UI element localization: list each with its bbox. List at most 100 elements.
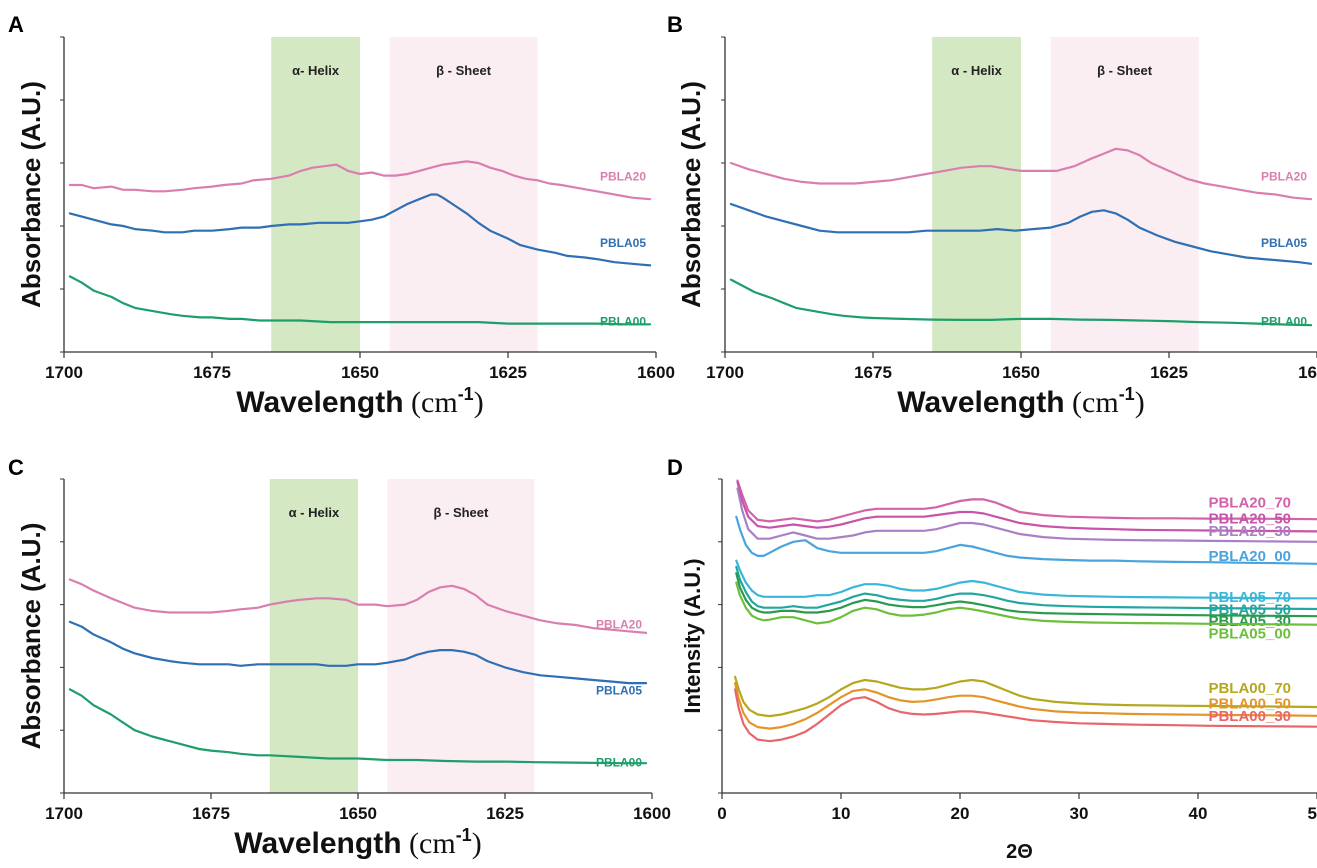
series-line-pbla20 xyxy=(729,147,1313,201)
x-tick-label: 1650 xyxy=(339,804,377,823)
series-label: PBLA20_70 xyxy=(1208,495,1291,512)
series-label: PBLA05_50 xyxy=(1208,601,1291,618)
x-tick-label: 1675 xyxy=(193,363,231,382)
series-label: PBLA20_30 xyxy=(1208,523,1291,540)
series-label: PBLA05 xyxy=(1261,236,1307,250)
band-label: α- Helix xyxy=(292,63,340,78)
x-axis-label: Wavelength (cm-1) xyxy=(234,825,481,860)
x-axis-label-paren: ( xyxy=(402,827,420,860)
band-label: β - Sheet xyxy=(1097,63,1153,78)
series-label: PBLA20 xyxy=(596,617,642,631)
series-line-pbla05 xyxy=(729,202,1313,265)
band-label: α - Helix xyxy=(951,63,1002,78)
x-axis-label-text: Wavelength xyxy=(234,827,401,860)
x-axis-label-paren: ( xyxy=(1065,386,1083,419)
series-line-pbla00-70 xyxy=(734,675,1317,718)
panel-letter: B xyxy=(667,12,683,37)
x-tick-label: 40 xyxy=(1189,804,1208,823)
band-alpha-helix xyxy=(932,37,1021,352)
band-label: β - Sheet xyxy=(436,63,492,78)
x-tick-label: 1600 xyxy=(633,804,671,823)
x-tick-label: 1625 xyxy=(489,363,527,382)
panel-letter: C xyxy=(8,455,24,480)
x-tick-label: 10 xyxy=(832,804,851,823)
band-alpha-helix xyxy=(271,37,360,352)
x-tick-label: 50 xyxy=(1308,804,1317,823)
series-line-pbla20-30 xyxy=(736,487,1317,543)
x-axis-label-unit: cm xyxy=(1082,386,1119,419)
panel-letter: D xyxy=(667,455,683,480)
band-beta-sheet xyxy=(1050,37,1199,352)
y-axis-label: Absorbance (A.U.) xyxy=(16,523,46,750)
y-axis-label: Intensity (A.U.) xyxy=(680,558,705,713)
series-line-pbla00 xyxy=(68,275,652,326)
band-label: β - Sheet xyxy=(433,505,489,520)
series-label: PBLA05 xyxy=(600,236,646,250)
x-tick-label: 1700 xyxy=(45,363,83,382)
x-axis-label-unit: cm xyxy=(419,827,456,860)
panel-d: D010203040502ΘIntensity (A.U.)PBLA20_70P… xyxy=(667,455,1317,863)
series-line-pbla05 xyxy=(68,193,652,267)
x-tick-label: 1675 xyxy=(854,363,892,382)
x-axis-label-paren: ) xyxy=(474,386,484,419)
series-label: PBLA00 xyxy=(600,315,646,329)
series-line-pbla05-00 xyxy=(735,581,1317,626)
series-label: PBLA05_70 xyxy=(1208,589,1291,606)
series-line-pbla05-70 xyxy=(735,559,1317,600)
y-axis-label: Absorbance (A.U.) xyxy=(676,81,706,308)
band-alpha-helix xyxy=(269,479,358,793)
band-beta-sheet xyxy=(387,479,535,793)
series-label: PBLA05 xyxy=(596,683,642,697)
series-label: PBLA20_50 xyxy=(1208,510,1291,527)
series-label: PBLA20_00 xyxy=(1208,548,1291,565)
panel-a: Aα- Helix β - Sheet 1700 1675 1650 1625 1600 Wa… xyxy=(8,12,675,419)
x-tick-label: 0 xyxy=(717,804,726,823)
x-axis-label-unit: cm xyxy=(421,386,458,419)
x-axis-label-paren: ) xyxy=(472,827,482,860)
x-tick-label: 20 xyxy=(951,804,970,823)
x-tick-label: 1600 xyxy=(637,363,675,382)
series-line-pbla00 xyxy=(68,688,648,765)
x-axis-label-exponent: -1 xyxy=(458,384,474,404)
series-label: PBLA20 xyxy=(600,170,646,184)
series-label: PBLA00 xyxy=(596,756,642,770)
x-axis-label: 2Θ xyxy=(1006,841,1033,863)
series-line-pbla05 xyxy=(68,620,648,685)
series-label: PBLA05_30 xyxy=(1208,613,1291,630)
x-axis-label-text: Wavelength xyxy=(897,386,1064,419)
series-line-pbla00-30 xyxy=(734,688,1317,743)
x-tick-label: 1675 xyxy=(192,804,230,823)
x-axis-label: Wavelength (cm-1) xyxy=(897,384,1144,419)
x-axis-label-paren: ) xyxy=(1135,386,1145,419)
x-axis-label-text: Wavelength xyxy=(236,386,403,419)
panel-b: Bα - Helix β - Sheet 1700 1675 1650 1625 1600 W… xyxy=(667,12,1317,419)
x-axis-label-exponent: -1 xyxy=(456,825,472,845)
series-line-pbla20-50 xyxy=(736,481,1317,533)
series-line-pbla00-50 xyxy=(734,682,1317,730)
series-label: PBLA00_50 xyxy=(1208,696,1291,713)
series-line-pbla05-30 xyxy=(735,572,1317,618)
series-line-pbla20-00 xyxy=(735,515,1317,565)
x-axis-label-text: 2Θ xyxy=(1006,841,1033,863)
x-axis-label: Wavelength (cm-1) xyxy=(236,384,483,419)
series-line-pbla20 xyxy=(68,578,648,634)
series-line-pbla20-70 xyxy=(736,479,1317,523)
series-label: PBLA00_30 xyxy=(1208,708,1291,725)
x-axis-label-paren: ( xyxy=(404,386,422,419)
y-axis-label: Absorbance (A.U.) xyxy=(16,81,46,308)
x-tick-label: 1625 xyxy=(1150,363,1188,382)
x-tick-label: 1650 xyxy=(341,363,379,382)
band-label: α - Helix xyxy=(289,505,340,520)
x-tick-label: 30 xyxy=(1070,804,1089,823)
x-axis-label-exponent: -1 xyxy=(1119,384,1135,404)
series-label: PBLA05_00 xyxy=(1208,625,1291,642)
series-line-pbla20 xyxy=(68,160,652,201)
series-label: PBLA20 xyxy=(1261,170,1307,184)
series-line-pbla00 xyxy=(729,278,1313,327)
x-tick-label: 1625 xyxy=(486,804,524,823)
x-tick-label: 1700 xyxy=(45,804,83,823)
series-line-pbla05-50 xyxy=(735,565,1317,611)
x-tick-label: 1650 xyxy=(1002,363,1040,382)
panel-c: Cα - Helix β - Sheet 1700 1675 1650 1625 1600 W… xyxy=(8,455,671,860)
series-label: PBLA00_70 xyxy=(1208,680,1291,697)
